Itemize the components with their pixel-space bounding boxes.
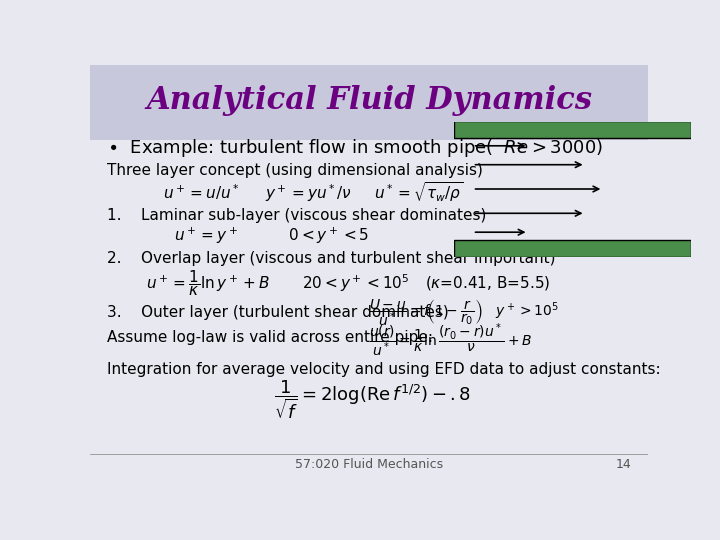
Text: 2.    Overlap layer (viscous and turbulent shear important): 2. Overlap layer (viscous and turbulent … [107,251,555,266]
FancyBboxPatch shape [90,65,648,140]
Text: 3.    Outer layer (turbulent shear dominates): 3. Outer layer (turbulent shear dominate… [107,305,449,320]
Text: 14: 14 [616,458,631,471]
Text: Three layer concept (using dimensional analysis): Three layer concept (using dimensional a… [107,163,482,178]
Text: $\bullet$  Example: turbulent flow in smooth pipe(  $\mathit{Re} > 3000$): $\bullet$ Example: turbulent flow in smo… [107,137,603,159]
Text: $\dfrac{u(r)}{u^*} = \dfrac{1}{\kappa}\ln\dfrac{(r_0 - r)u^*}{\nu} + B$: $\dfrac{u(r)}{u^*} = \dfrac{1}{\kappa}\l… [369,321,532,359]
Text: Assume log-law is valid across entire pipe:: Assume log-law is valid across entire pi… [107,329,433,345]
Text: 57:020 Fluid Mechanics: 57:020 Fluid Mechanics [295,458,443,471]
Text: Analytical Fluid Dynamics: Analytical Fluid Dynamics [146,85,592,116]
Text: $20 < y^+ < 10^5$: $20 < y^+ < 10^5$ [302,272,410,294]
Text: $\dfrac{1}{\sqrt{f}} = 2\log\!\left(\mathrm{Re}\, f^{1/2}\right) - .8$: $\dfrac{1}{\sqrt{f}} = 2\log\!\left(\mat… [274,378,472,421]
Text: $\dfrac{U-u}{u^*} = f\!\left(1 - \dfrac{r}{r_0}\right)$   $y^+ > 10^5$: $\dfrac{U-u}{u^*} = f\!\left(1 - \dfrac{… [369,297,559,328]
Text: ($\kappa$=0.41, B=5.5): ($\kappa$=0.41, B=5.5) [425,274,550,292]
Text: $u^+ = y^+$          $0 < y^+ < 5$: $u^+ = y^+$ $0 < y^+ < 5$ [174,226,369,246]
Text: Integration for average velocity and using EFD data to adjust constants:: Integration for average velocity and usi… [107,362,660,377]
Text: 1.    Laminar sub-layer (viscous shear dominates): 1. Laminar sub-layer (viscous shear domi… [107,208,486,223]
Text: $u^+ = u/u^*$     $y^+ = yu^*/\nu$     $u^* = \sqrt{\tau_w/\rho}$: $u^+ = u/u^*$ $y^+ = yu^*/\nu$ $u^* = \s… [163,180,463,204]
Bar [454,240,691,256]
Text: $u^+ = \dfrac{1}{\kappa}\ln y^+ + B$: $u^+ = \dfrac{1}{\kappa}\ln y^+ + B$ [145,268,270,298]
Bar [454,122,691,138]
